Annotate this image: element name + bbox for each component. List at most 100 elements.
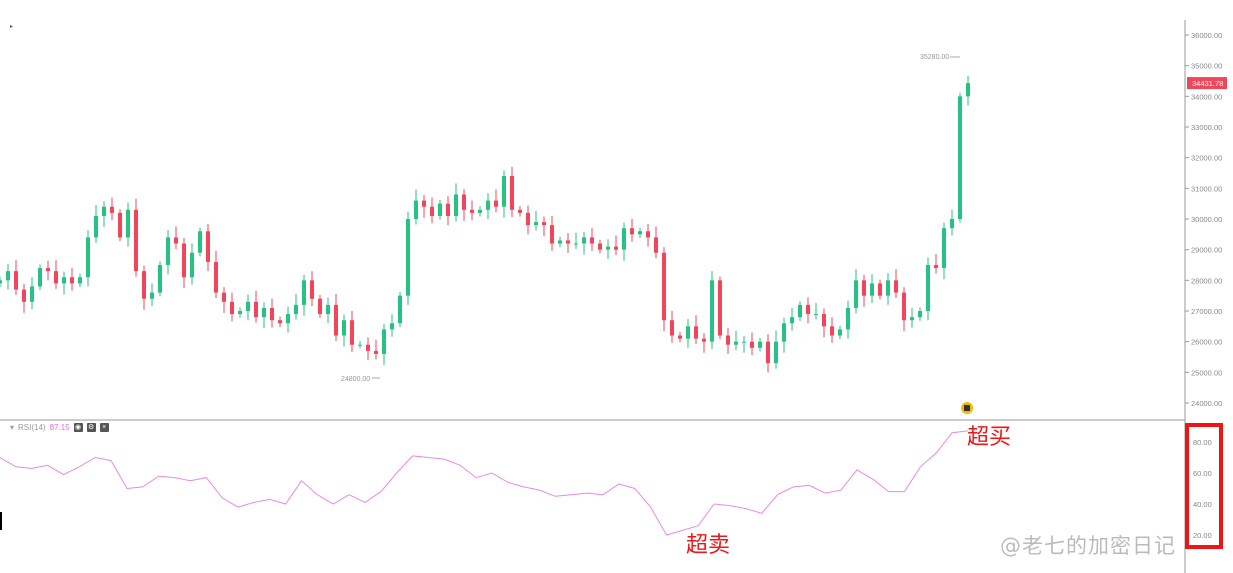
candle-body	[0, 280, 2, 284]
candle-body	[574, 243, 578, 245]
candle-body	[294, 304, 298, 315]
candle-body	[910, 317, 914, 321]
candle-body	[934, 265, 938, 269]
candle-body	[150, 292, 154, 299]
price-tick-label: 28000.00	[1191, 276, 1222, 285]
last-price-tag	[1187, 77, 1227, 90]
candle-body	[718, 280, 722, 336]
candle-body	[366, 344, 370, 351]
eye-icon[interactable]: ◉	[73, 423, 83, 432]
candle-body	[430, 206, 434, 216]
candle-body	[662, 252, 666, 321]
candle-body	[582, 237, 586, 244]
candle-body	[702, 338, 706, 342]
rsi-line	[0, 430, 969, 536]
candle-body	[390, 323, 394, 330]
candle-body	[270, 307, 274, 321]
gear-icon[interactable]: ⚙	[86, 423, 96, 432]
candle-body	[302, 280, 306, 305]
candle-body	[222, 292, 226, 302]
candle-body	[734, 341, 738, 345]
candle-body	[110, 206, 114, 213]
candle-body	[422, 200, 426, 207]
candle-body	[710, 280, 714, 342]
rsi-label: RSI(14)	[18, 423, 46, 432]
candle-body	[502, 176, 506, 207]
price-tick-label: 34000.00	[1191, 92, 1222, 101]
candle-body	[38, 268, 42, 287]
candle-body	[598, 243, 602, 250]
rsi-value: 87.15	[49, 423, 70, 432]
candle-body	[750, 341, 754, 348]
candle-body	[142, 271, 146, 299]
candle-body	[174, 237, 178, 244]
candle-body	[918, 311, 922, 318]
high-label: 35280.00	[920, 54, 949, 61]
event-icon-glyph	[964, 405, 970, 411]
price-tick-label: 30000.00	[1191, 215, 1222, 224]
candle-body	[78, 277, 82, 284]
candle-body	[86, 237, 90, 278]
candle-body	[342, 320, 346, 336]
candle-body	[206, 231, 210, 262]
candle-body	[246, 301, 250, 312]
candle-body	[166, 237, 170, 266]
candle-body	[126, 209, 130, 238]
candle-body	[54, 271, 58, 284]
candle-body	[590, 237, 594, 244]
rsi-tick-label: 20.00	[1193, 531, 1212, 540]
candle-body	[966, 83, 970, 97]
price-tick-label: 29000.00	[1191, 246, 1222, 255]
candle-body	[510, 176, 514, 210]
candle-body	[382, 329, 386, 354]
candle-body	[774, 341, 778, 364]
candle-body	[670, 320, 674, 336]
low-label: 24800.00	[341, 376, 370, 383]
candle-body	[470, 209, 474, 213]
candle-body	[550, 225, 554, 244]
left-edge-marker	[0, 512, 2, 530]
candle-body	[854, 280, 858, 308]
rsi-tick-label: 40.00	[1193, 500, 1212, 509]
close-icon[interactable]: ×	[99, 423, 109, 432]
candle-body	[878, 283, 882, 296]
candle-body	[694, 326, 698, 339]
candle-body	[438, 203, 442, 216]
candle-body	[446, 203, 450, 216]
overbought-label: 超买	[967, 425, 1012, 450]
candle-body	[886, 280, 890, 296]
candle-body	[758, 341, 762, 348]
candle-body	[358, 344, 362, 346]
candle-body	[46, 268, 50, 272]
candle-body	[782, 323, 786, 342]
collapse-arrow-icon[interactable]: ▾	[10, 423, 15, 432]
candle-body	[814, 314, 818, 316]
candle-body	[614, 246, 618, 250]
candle-body	[638, 231, 642, 235]
price-tick-label: 33000.00	[1191, 123, 1222, 132]
watermark: @老七的加密日记	[1000, 534, 1176, 558]
candle-body	[254, 301, 258, 318]
candle-body	[350, 320, 354, 345]
price-tick-label: 31000.00	[1191, 184, 1222, 193]
candle-body	[230, 301, 234, 315]
price-tick-label: 36000.00	[1191, 31, 1222, 40]
candle-body	[678, 335, 682, 339]
candle-body	[622, 228, 626, 250]
candle-body	[334, 304, 338, 336]
candle-body	[102, 206, 106, 216]
candle-body	[846, 307, 850, 330]
rsi-tick-label: 80.00	[1193, 438, 1212, 447]
candle-body	[94, 215, 98, 238]
candle-body	[686, 326, 690, 339]
candle-body	[902, 292, 906, 321]
candle-body	[286, 314, 290, 324]
candle-body	[654, 237, 658, 253]
candle-body	[190, 252, 194, 278]
candle-body	[830, 326, 834, 336]
candle-body	[726, 335, 730, 345]
candle-body	[766, 341, 770, 364]
candle-body	[822, 314, 826, 327]
candle-body	[310, 280, 314, 299]
